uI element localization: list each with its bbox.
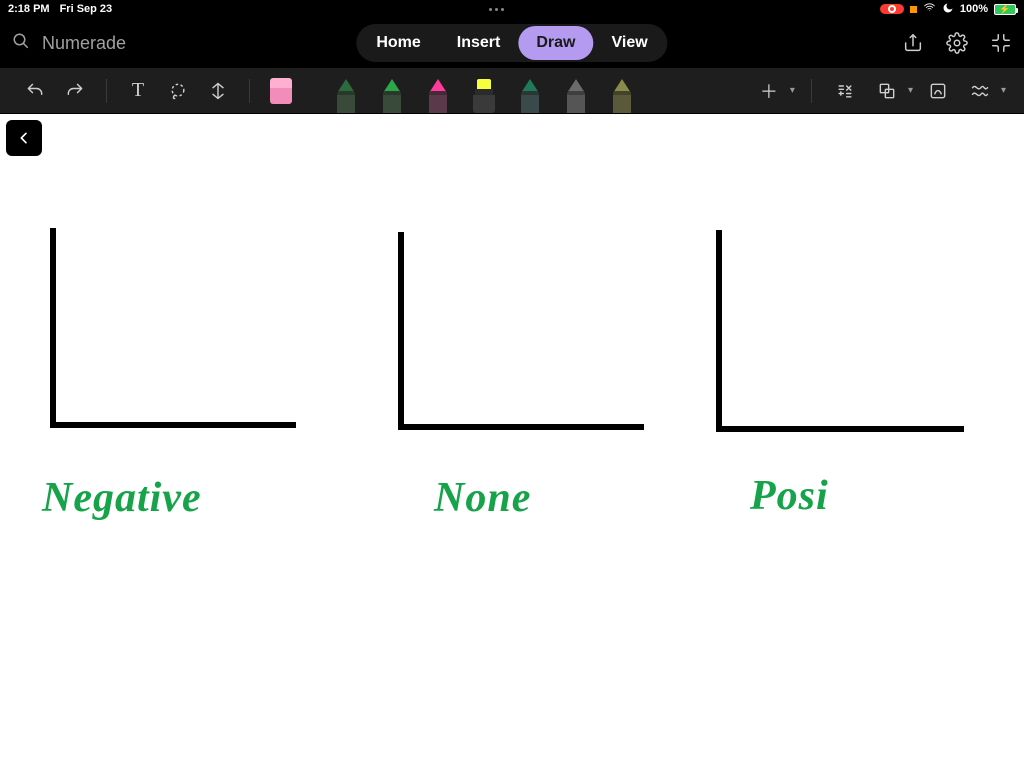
status-time: 2:18 PM — [8, 3, 50, 15]
add-button[interactable]: ＋ — [752, 74, 786, 108]
exit-fullscreen-icon[interactable] — [990, 32, 1012, 54]
label-positive: Posi — [750, 472, 829, 520]
tab-home[interactable]: Home — [358, 26, 438, 60]
pen-gray[interactable] — [564, 79, 588, 113]
tab-draw[interactable]: Draw — [518, 26, 593, 60]
tab-view[interactable]: View — [593, 26, 665, 60]
status-right: 100% ⚡ — [880, 1, 1016, 17]
eraser-tool[interactable] — [264, 74, 298, 108]
app-header: Numerade Home Insert Draw View — [0, 18, 1024, 68]
insert-space-button[interactable] — [201, 74, 235, 108]
ink-to-shape-button[interactable] — [921, 74, 955, 108]
redo-button[interactable] — [58, 74, 92, 108]
status-bar: 2:18 PM Fri Sep 23 100% ⚡ — [0, 0, 1024, 18]
pen-teal[interactable] — [518, 79, 542, 113]
back-button[interactable] — [6, 120, 42, 156]
lasso-tool-button[interactable] — [161, 74, 195, 108]
recording-indicator — [880, 4, 904, 14]
chevron-down-icon: ▾ — [1001, 85, 1006, 96]
battery-percent: 100% — [960, 3, 988, 15]
label-none: None — [434, 474, 531, 522]
toolbar-right: ＋ ▾ ▾ ▾ — [752, 74, 1006, 108]
pen-olive[interactable] — [610, 79, 634, 113]
battery-icon: ⚡ — [994, 4, 1016, 15]
privacy-indicator-icon — [910, 6, 917, 13]
chevron-down-icon: ▾ — [790, 85, 795, 96]
search-icon — [12, 32, 30, 55]
axes-2 — [398, 232, 644, 430]
text-tool-button[interactable]: T — [121, 74, 155, 108]
math-button[interactable] — [828, 74, 862, 108]
draw-toolbar: T ＋ ▾ — [0, 68, 1024, 114]
status-date: Fri Sep 23 — [60, 3, 113, 15]
label-negative: Negative — [42, 474, 202, 522]
toolbar-divider — [249, 79, 250, 103]
chevron-down-icon: ▾ — [908, 85, 913, 96]
search[interactable]: Numerade — [12, 32, 126, 55]
status-center — [112, 8, 880, 11]
axes-3 — [716, 230, 964, 432]
pen-tray — [334, 68, 634, 113]
undo-button[interactable] — [18, 74, 52, 108]
pen-green-dark[interactable] — [334, 79, 358, 113]
pen-pink[interactable] — [426, 79, 450, 113]
more-dots-icon — [489, 8, 504, 11]
share-icon[interactable] — [902, 32, 924, 54]
pen-green[interactable] — [380, 79, 404, 113]
highlighter-yellow[interactable] — [472, 79, 496, 113]
wifi-icon — [923, 1, 936, 17]
settings-icon[interactable] — [946, 32, 968, 54]
ribbon-tabs: Home Insert Draw View — [356, 24, 667, 62]
search-placeholder: Numerade — [42, 33, 126, 54]
header-actions — [902, 32, 1012, 54]
toolbar-divider — [811, 79, 812, 103]
axes-1 — [50, 228, 296, 428]
moon-icon — [942, 2, 954, 17]
toolbar-divider — [106, 79, 107, 103]
ink-style-button[interactable] — [963, 74, 997, 108]
canvas[interactable]: Negative None Posi — [0, 114, 1024, 768]
tab-insert[interactable]: Insert — [439, 26, 519, 60]
status-left: 2:18 PM Fri Sep 23 — [8, 3, 112, 15]
shapes-button[interactable] — [870, 74, 904, 108]
